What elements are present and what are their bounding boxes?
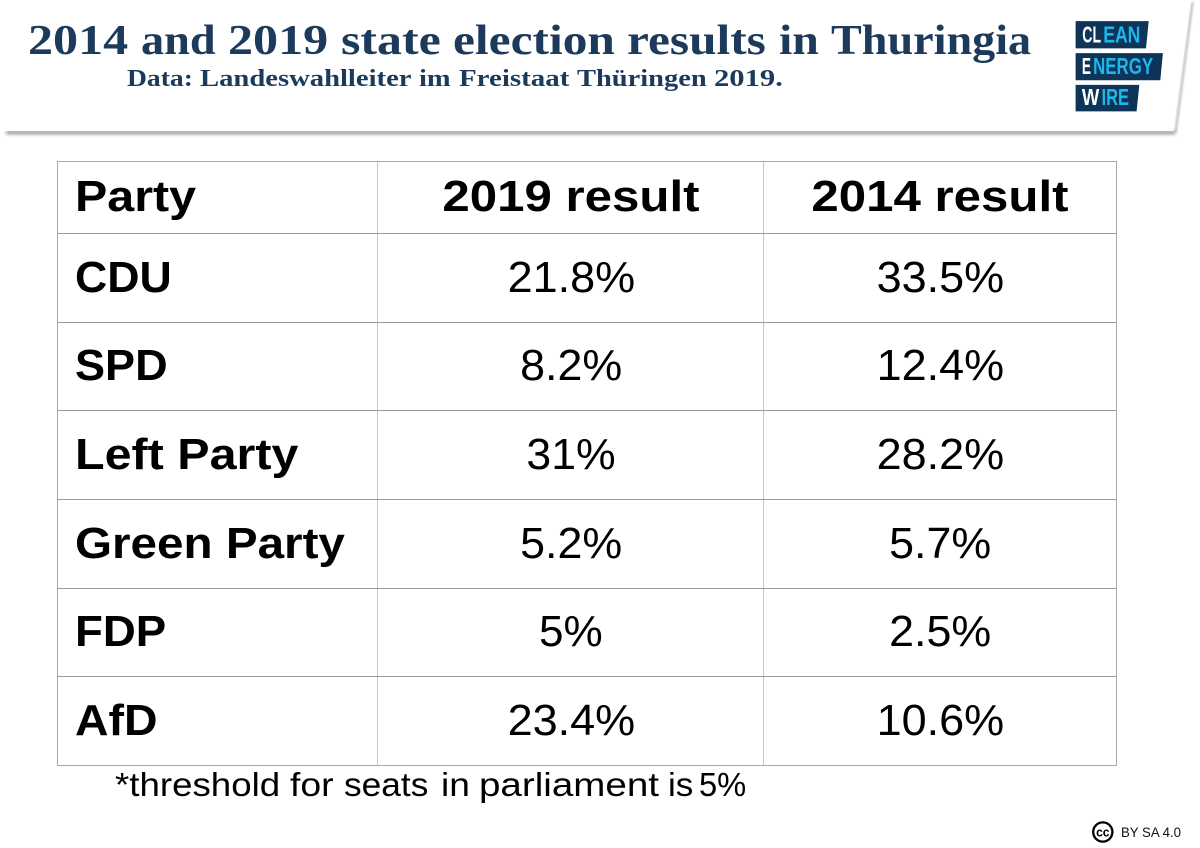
svg-text:CL: CL	[1082, 21, 1101, 47]
svg-text:EAN: EAN	[1103, 21, 1140, 47]
svg-text:E: E	[1082, 53, 1091, 79]
svg-text:BY SA 4.0: BY SA 4.0	[1121, 824, 1181, 840]
svg-text:NERGY: NERGY	[1093, 53, 1153, 79]
svg-text:W: W	[1082, 84, 1100, 110]
svg-text:cc: cc	[1096, 825, 1109, 839]
svg-text:IRE: IRE	[1102, 84, 1130, 110]
